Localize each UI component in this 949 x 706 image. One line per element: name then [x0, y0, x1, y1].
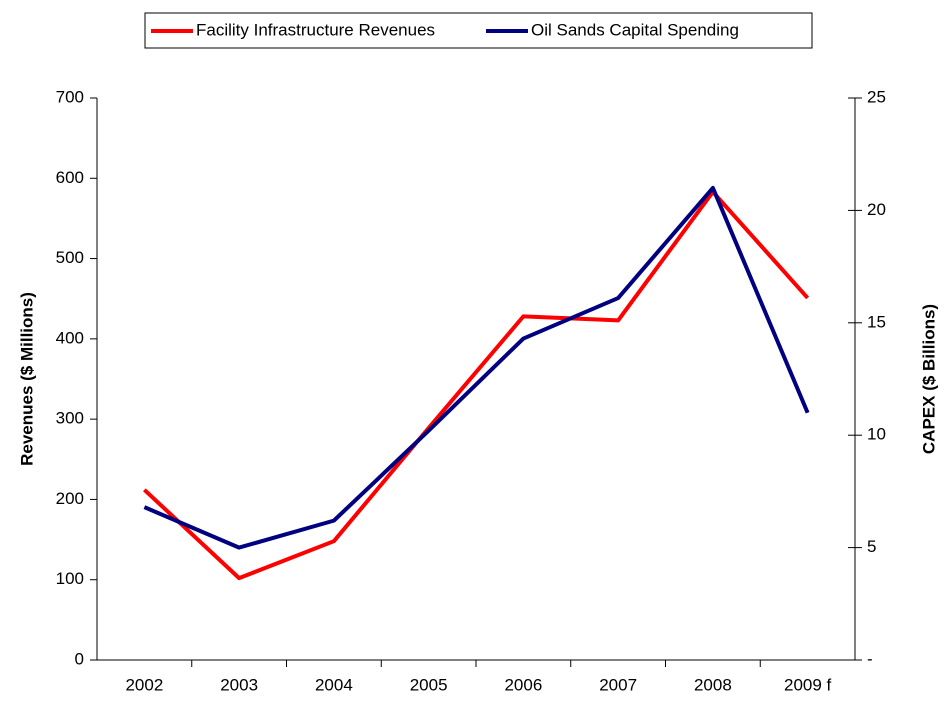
x-tick-label: 2004 — [315, 675, 353, 694]
y2-axis-label: CAPEX ($ Billions) — [919, 304, 938, 454]
y2-tick-label: - — [867, 649, 873, 668]
y2-tick-label: 5 — [867, 537, 876, 556]
y2-tick-label: 15 — [867, 312, 886, 331]
legend-label: Facility Infrastructure Revenues — [196, 20, 435, 39]
y-tick-label: 100 — [56, 569, 84, 588]
x-tick-label: 2003 — [220, 675, 258, 694]
x-tick-label: 2005 — [410, 675, 448, 694]
y-tick-label: 600 — [56, 168, 84, 187]
y-tick-label: 400 — [56, 328, 84, 347]
y2-tick-label: 25 — [867, 87, 886, 106]
x-tick-label: 2002 — [125, 675, 163, 694]
y2-tick-label: 10 — [867, 425, 886, 444]
legend-box — [144, 12, 813, 49]
x-tick-label: 2009 f — [784, 675, 832, 694]
series-line — [143, 189, 810, 581]
y-tick-label: 0 — [75, 649, 84, 668]
x-tick-label: 2006 — [504, 675, 542, 694]
y2-tick-label: 20 — [867, 200, 886, 219]
y-tick-label: 500 — [56, 248, 84, 267]
y-tick-label: 300 — [56, 409, 84, 428]
legend-label: Oil Sands Capital Spending — [531, 20, 739, 39]
y-tick-label: 700 — [56, 87, 84, 106]
x-tick-label: 2008 — [694, 675, 732, 694]
x-tick-label: 2007 — [599, 675, 637, 694]
y-tick-label: 200 — [56, 489, 84, 508]
series-line — [143, 185, 810, 550]
y-axis-label: Revenues ($ Millions) — [17, 292, 36, 466]
